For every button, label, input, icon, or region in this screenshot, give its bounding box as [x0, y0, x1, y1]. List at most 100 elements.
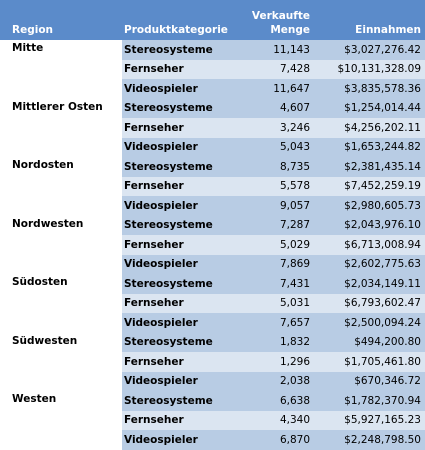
table-row: Videospieler 7,657 $2,500,094.24	[0, 313, 425, 333]
revenue-cell: $6,713,008.94	[312, 235, 425, 255]
quantity-cell: 4,340	[232, 410, 312, 430]
quantity-cell: 6,870	[232, 430, 312, 450]
column-header-region[interactable]: Region	[12, 24, 54, 36]
category-cell: Stereosysteme	[122, 391, 232, 411]
category-cell: Stereosysteme	[122, 274, 232, 294]
header-row: Region Produktkategorie Verkaufte Menge E…	[0, 0, 425, 40]
category-cell: Videospieler	[122, 79, 232, 99]
region-cell: Südosten	[0, 274, 122, 333]
quantity-cell: 7,428	[232, 59, 312, 79]
table-row: Nordosten Stereosysteme 8,735 $2,381,435.14	[0, 157, 425, 216]
quantity-cell: 2,038	[232, 371, 312, 391]
revenue-cell: $2,043,976.10	[312, 215, 425, 235]
table-row: Videospieler 5,043 $1,653,244.82	[0, 137, 425, 157]
revenue-cell: $2,980,605.73	[312, 196, 425, 216]
quantity-cell: 5,043	[232, 137, 312, 157]
region-cell: Nordosten	[0, 157, 122, 216]
revenue-cell: $6,793,602.47	[312, 293, 425, 313]
table-row: Fernseher 4,340 $5,927,165.23	[0, 410, 425, 430]
table-row: Südwesten Stereosysteme 1,832 $494,200.80	[0, 332, 425, 391]
revenue-cell: $3,835,578.36	[312, 79, 425, 99]
quantity-cell: 5,029	[232, 235, 312, 255]
column-header-quantity[interactable]: Verkaufte Menge	[232, 0, 312, 40]
revenue-cell: $494,200.80	[312, 332, 425, 352]
category-cell: Videospieler	[122, 196, 232, 216]
table-header: Region Produktkategorie Verkaufte Menge E…	[0, 0, 425, 40]
revenue-cell: $2,381,435.14	[312, 157, 425, 177]
revenue-cell: $1,782,370.94	[312, 391, 425, 411]
region-cell: Mittlerer Osten	[0, 98, 122, 157]
quantity-cell: 3,246	[232, 118, 312, 138]
category-cell: Videospieler	[122, 137, 232, 157]
table-row: Fernseher 5,578 $7,452,259.19	[0, 176, 425, 196]
quantity-cell: 5,578	[232, 176, 312, 196]
quantity-cell: 11,143	[232, 40, 312, 60]
category-cell: Fernseher	[122, 118, 232, 138]
category-cell: Videospieler	[122, 254, 232, 274]
table-row: Fernseher 5,029 $6,713,008.94	[0, 235, 425, 255]
category-cell: Fernseher	[122, 235, 232, 255]
revenue-cell: $1,705,461.80	[312, 352, 425, 372]
quantity-cell: 4,607	[232, 98, 312, 118]
column-header-revenue[interactable]: Einnahmen	[355, 24, 421, 36]
table-body: Mitte Stereosysteme 11,143 $3,027,276.42 Fer…	[0, 40, 425, 450]
category-cell: Stereosysteme	[122, 157, 232, 177]
category-cell: Stereosysteme	[122, 40, 232, 60]
column-header-quantity-line2: Menge	[270, 24, 310, 36]
quantity-cell: 7,431	[232, 274, 312, 294]
quantity-cell: 6,638	[232, 391, 312, 411]
table-row: Fernseher 5,031 $6,793,602.47	[0, 293, 425, 313]
region-cell: Nordwesten	[0, 215, 122, 274]
table-row: Südosten Stereosysteme 7,431 $2,034,149.11	[0, 274, 425, 333]
column-header-category[interactable]: Produktkategorie	[124, 24, 228, 36]
table-row: Nordwesten Stereosysteme 7,287 $2,043,976.1…	[0, 215, 425, 274]
quantity-cell: 8,735	[232, 157, 312, 177]
table-row: Videospieler 2,038 $670,346.72	[0, 371, 425, 391]
category-cell: Stereosysteme	[122, 215, 232, 235]
region-cell: Südwesten	[0, 332, 122, 391]
table-row: Westen Stereosysteme 6,638 $1,782,370.94	[0, 391, 425, 450]
quantity-cell: 9,057	[232, 196, 312, 216]
revenue-cell: $2,602,775.63	[312, 254, 425, 274]
quantity-cell: 7,657	[232, 313, 312, 333]
revenue-cell: $7,452,259.19	[312, 176, 425, 196]
revenue-cell: $2,034,149.11	[312, 274, 425, 294]
table-row: Videospieler 7,869 $2,602,775.63	[0, 254, 425, 274]
category-cell: Fernseher	[122, 293, 232, 313]
category-cell: Fernseher	[122, 176, 232, 196]
revenue-cell: $1,653,244.82	[312, 137, 425, 157]
region-cell: Westen	[0, 391, 122, 450]
table-row: Fernseher 3,246 $4,256,202.11	[0, 118, 425, 138]
category-cell: Fernseher	[122, 352, 232, 372]
quantity-cell: 7,869	[232, 254, 312, 274]
quantity-cell: 5,031	[232, 293, 312, 313]
table-row: Mitte Stereosysteme 11,143 $3,027,276.42	[0, 40, 425, 99]
category-cell: Stereosysteme	[122, 98, 232, 118]
revenue-cell: $4,256,202.11	[312, 118, 425, 138]
table-row: Videospieler 11,647 $3,835,578.36	[0, 79, 425, 99]
category-cell: Fernseher	[122, 410, 232, 430]
category-cell: Videospieler	[122, 430, 232, 450]
revenue-cell: $2,248,798.50	[312, 430, 425, 450]
quantity-cell: 11,647	[232, 79, 312, 99]
region-cell: Mitte	[0, 40, 122, 99]
revenue-cell: $670,346.72	[312, 371, 425, 391]
quantity-cell: 1,296	[232, 352, 312, 372]
revenue-cell: $10,131,328.09	[312, 59, 425, 79]
category-cell: Fernseher	[122, 59, 232, 79]
revenue-cell: $3,027,276.42	[312, 40, 425, 60]
table-row: Fernseher 7,428 $10,131,328.09	[0, 59, 425, 79]
category-cell: Videospieler	[122, 313, 232, 333]
quantity-cell: 1,832	[232, 332, 312, 352]
column-header-quantity-line1: Verkaufte	[251, 10, 310, 22]
table-row: Fernseher 1,296 $1,705,461.80	[0, 352, 425, 372]
revenue-cell: $5,927,165.23	[312, 410, 425, 430]
category-cell: Videospieler	[122, 371, 232, 391]
quantity-cell: 7,287	[232, 215, 312, 235]
table-row: Videospieler 9,057 $2,980,605.73	[0, 196, 425, 216]
table-row: Mittlerer Osten Stereosysteme 4,607 $1,254,…	[0, 98, 425, 157]
revenue-cell: $1,254,014.44	[312, 98, 425, 118]
category-cell: Stereosysteme	[122, 332, 232, 352]
revenue-cell: $2,500,094.24	[312, 313, 425, 333]
